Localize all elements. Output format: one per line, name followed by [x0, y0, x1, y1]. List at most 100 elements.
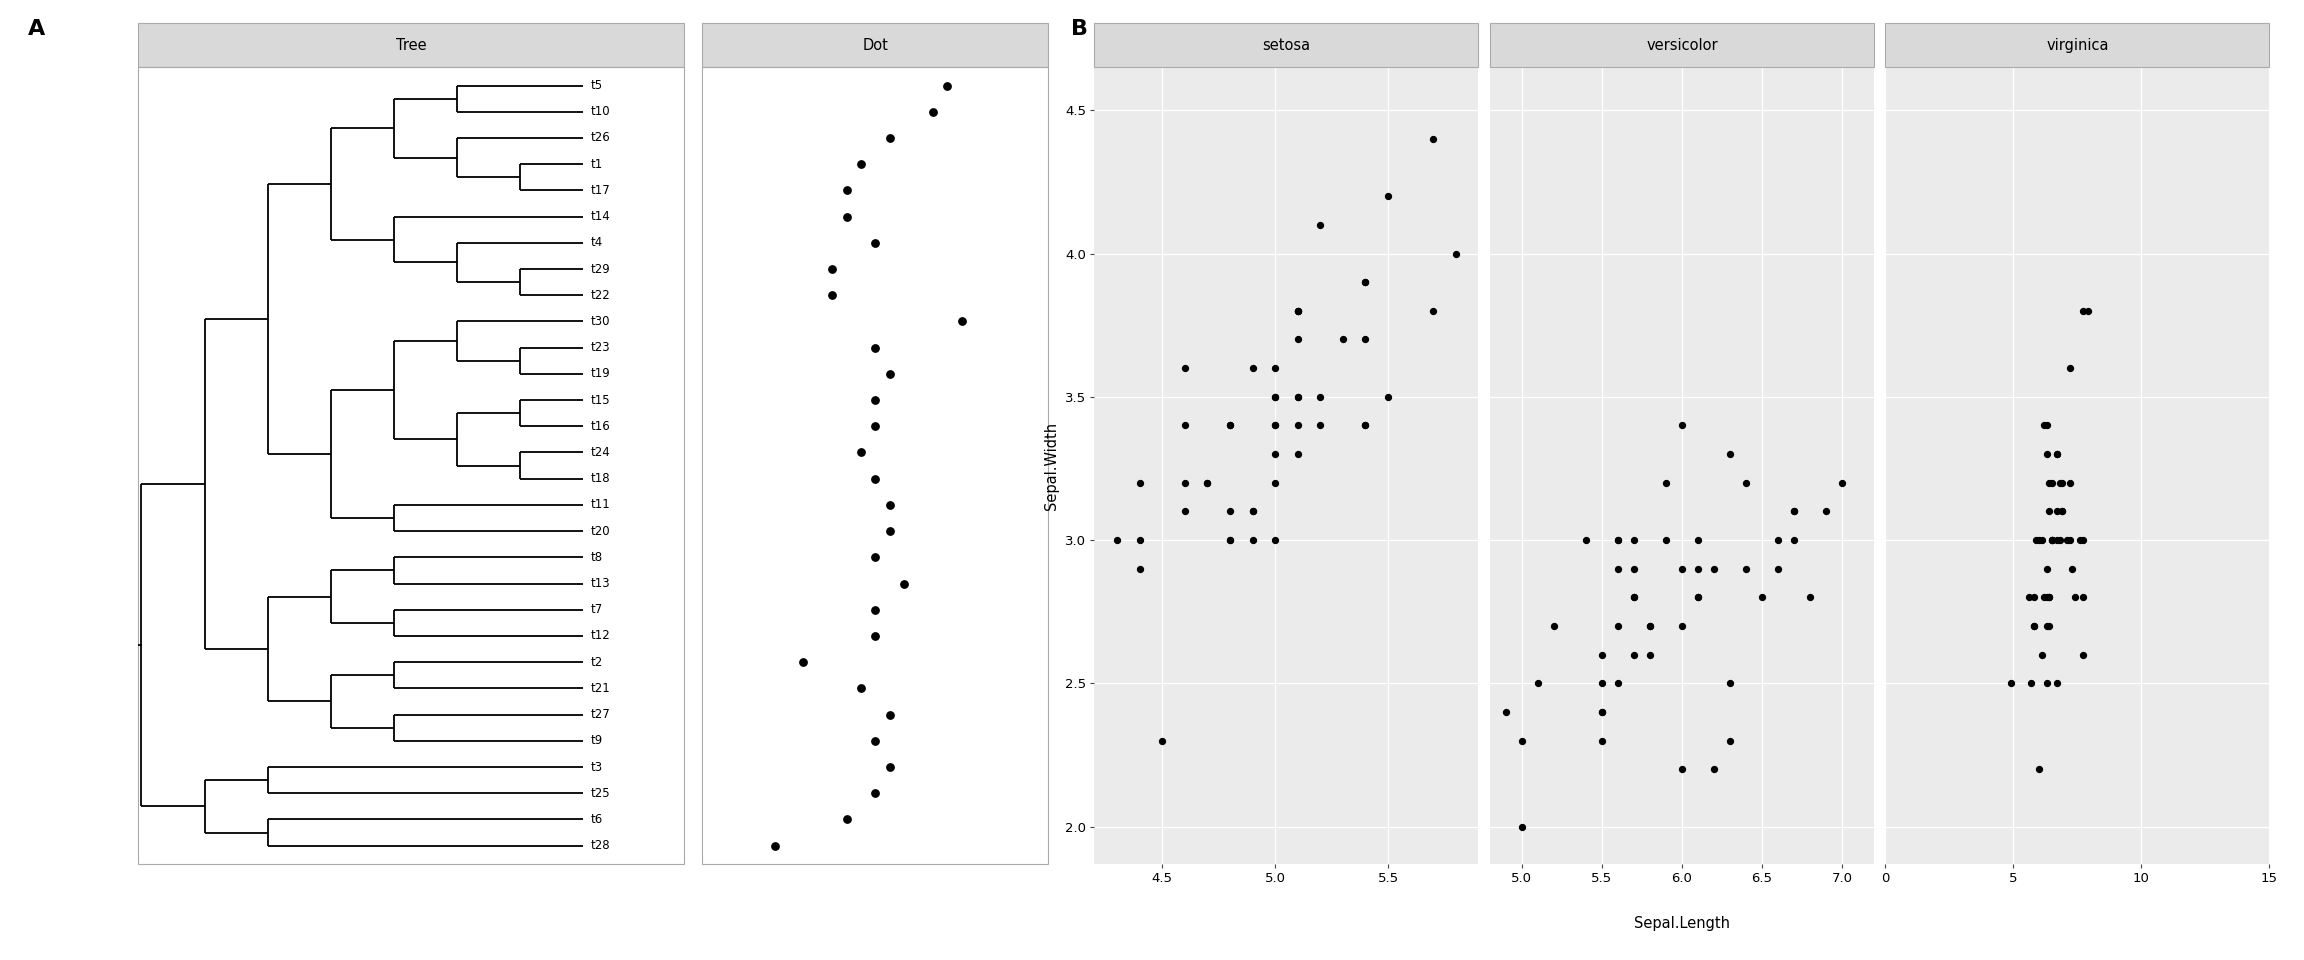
Point [813, 261, 850, 276]
Point [1143, 733, 1180, 749]
Point [1583, 705, 1620, 720]
Point [1776, 533, 1813, 548]
Text: t27: t27 [590, 708, 611, 721]
Point [2039, 446, 2076, 462]
Point [1534, 618, 1571, 634]
Point [1348, 275, 1385, 290]
Point [2034, 533, 2071, 548]
Point [1438, 246, 1475, 261]
Text: t1: t1 [590, 157, 604, 171]
Point [1488, 705, 1525, 720]
Point [871, 131, 908, 146]
Point [1279, 303, 1316, 319]
Point [2051, 360, 2087, 375]
Point [1631, 618, 1668, 634]
Point [2028, 618, 2064, 634]
Point [1615, 533, 1652, 548]
Point [1348, 418, 1385, 433]
Point [2064, 303, 2101, 319]
Point [857, 550, 894, 565]
Point [1302, 217, 1339, 232]
Point [1680, 589, 1716, 605]
Text: t13: t13 [590, 577, 611, 590]
Point [2021, 533, 2057, 548]
Point [1744, 589, 1781, 605]
Point [2039, 676, 2076, 691]
Point [1279, 303, 1316, 319]
Point [1583, 733, 1620, 749]
Point [1631, 647, 1668, 662]
Point [1235, 504, 1272, 519]
Point [2030, 618, 2067, 634]
Text: t3: t3 [590, 760, 604, 774]
Point [1212, 533, 1249, 548]
Point [1212, 504, 1249, 519]
Point [1599, 533, 1636, 548]
Point [1122, 561, 1159, 576]
Point [857, 235, 894, 251]
Text: t26: t26 [590, 132, 611, 144]
Point [1369, 389, 1405, 404]
Point [1647, 475, 1684, 491]
Point [2039, 533, 2076, 548]
Point [871, 523, 908, 539]
Point [2021, 761, 2057, 777]
Text: t22: t22 [590, 289, 611, 301]
Point [2044, 475, 2081, 491]
Point [1348, 418, 1385, 433]
Point [827, 209, 864, 225]
Point [857, 340, 894, 355]
Point [1680, 589, 1716, 605]
Point [1256, 389, 1293, 404]
Point [857, 733, 894, 749]
Point [2053, 561, 2090, 576]
Bar [138, 67, 684, 864]
Point [2044, 504, 2081, 519]
Text: Tree: Tree [396, 37, 426, 53]
Point [786, 655, 823, 670]
Point [1256, 533, 1293, 548]
Point [2051, 533, 2087, 548]
Point [1993, 676, 2030, 691]
Text: t14: t14 [590, 210, 611, 223]
Point [1279, 418, 1316, 433]
Point [871, 707, 908, 722]
Point [1663, 761, 1700, 777]
Point [2030, 589, 2067, 605]
Text: t28: t28 [590, 839, 611, 852]
Bar [1491, 23, 1873, 67]
Point [813, 288, 850, 303]
Point [2016, 589, 2053, 605]
Text: B: B [1071, 19, 1087, 39]
Point [1348, 332, 1385, 348]
Point [1279, 446, 1316, 462]
Text: t23: t23 [590, 341, 611, 354]
Point [1776, 504, 1813, 519]
Point [1166, 418, 1203, 433]
Point [1583, 676, 1620, 691]
Point [1760, 561, 1797, 576]
Point [1235, 533, 1272, 548]
Point [1696, 561, 1733, 576]
Point [1256, 418, 1293, 433]
Text: t5: t5 [590, 79, 604, 92]
Text: t6: t6 [590, 813, 604, 826]
Point [857, 393, 894, 408]
Point [1505, 819, 1541, 834]
Point [1166, 475, 1203, 491]
Point [1599, 561, 1636, 576]
Text: t25: t25 [590, 787, 611, 800]
Point [1256, 475, 1293, 491]
Text: t18: t18 [590, 472, 611, 485]
Point [1583, 705, 1620, 720]
Point [1256, 418, 1293, 433]
Point [942, 314, 979, 329]
Point [871, 366, 908, 381]
Point [2041, 475, 2078, 491]
Point [2069, 303, 2106, 319]
Point [1521, 676, 1558, 691]
Point [1663, 561, 1700, 576]
Point [1680, 533, 1716, 548]
Point [2034, 533, 2071, 548]
Point [1099, 533, 1136, 548]
